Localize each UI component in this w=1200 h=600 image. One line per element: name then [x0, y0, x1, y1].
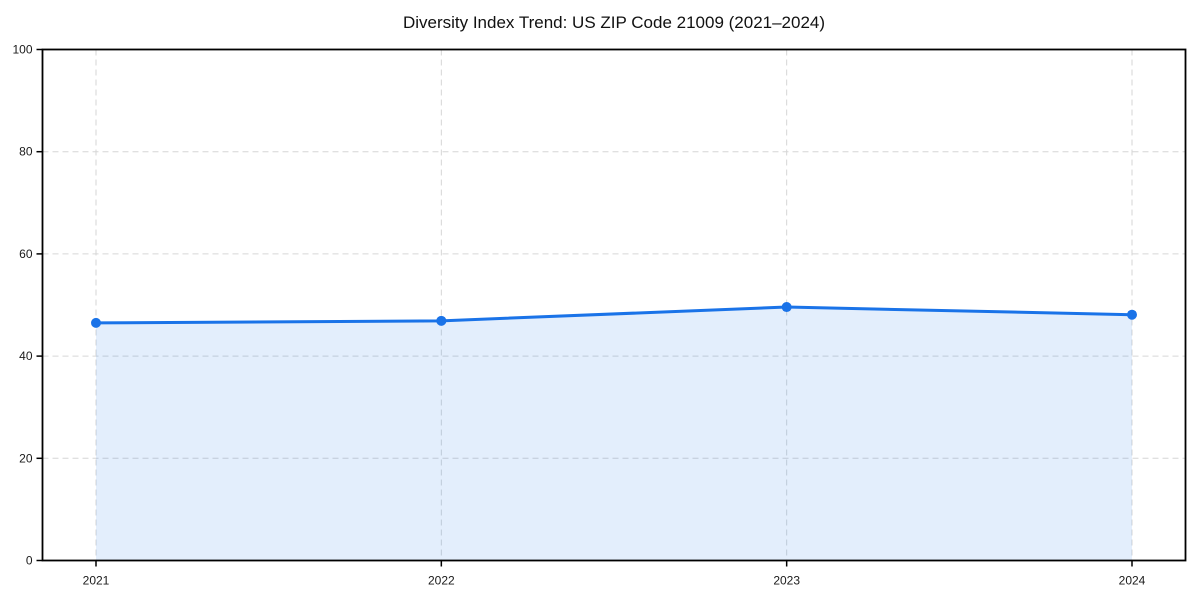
y-tick-label: 20 — [19, 451, 33, 465]
data-point-marker — [1127, 309, 1137, 320]
chart-title: Diversity Index Trend: US ZIP Code 21009… — [403, 13, 825, 32]
x-tick-label: 2021 — [83, 574, 110, 588]
data-point-marker — [91, 317, 101, 328]
x-tick-label: 2024 — [1119, 574, 1146, 588]
x-tick-label: 2023 — [773, 574, 800, 588]
data-point-marker — [436, 315, 447, 326]
y-tick-label: 80 — [19, 145, 33, 159]
y-tick-label: 0 — [26, 554, 33, 568]
y-tick-label: 60 — [19, 247, 33, 261]
series-area-fill — [96, 307, 1132, 561]
y-tick-label: 40 — [19, 349, 33, 363]
series-line — [94, 305, 1134, 325]
y-tick-label: 100 — [12, 43, 32, 57]
plot-area: 0 20 40 60 80 100 2021 2022 2023 2024 — [12, 43, 1187, 588]
data-point-marker — [781, 302, 792, 313]
x-tick-label: 2022 — [428, 574, 455, 588]
axes-frame — [41, 48, 1187, 562]
